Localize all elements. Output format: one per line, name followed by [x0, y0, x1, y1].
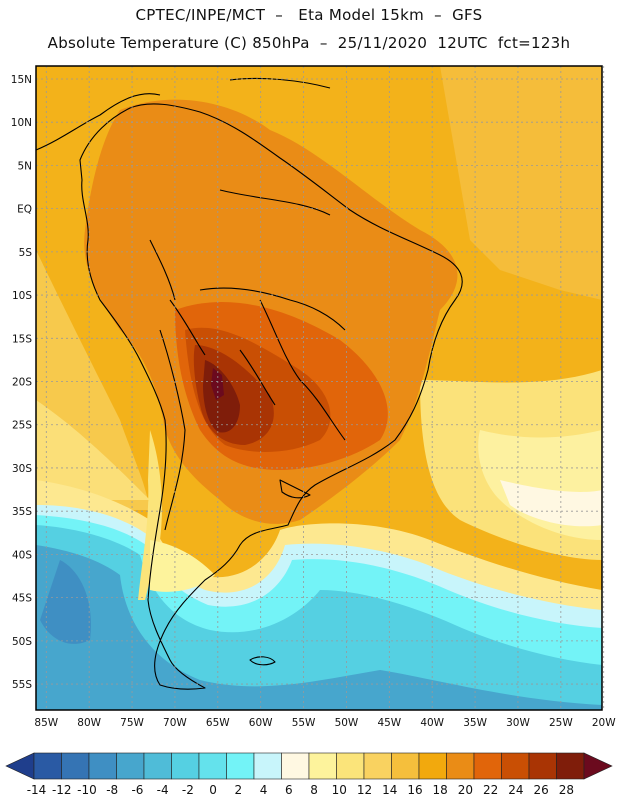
- colorbar-label: -4: [157, 783, 169, 797]
- map-gridlines: [36, 66, 605, 710]
- colorbar-segment: [226, 752, 255, 780]
- lat-label: 15N: [11, 74, 32, 86]
- lat-label: EQ: [17, 204, 32, 216]
- lon-label: 35W: [463, 717, 487, 729]
- colorbar-segment: [281, 752, 310, 780]
- field-land-extreme: [211, 368, 224, 400]
- colorbar-segment: [556, 752, 585, 780]
- colorbar-label: 16: [407, 783, 422, 797]
- colorbar-label: -2: [182, 783, 194, 797]
- field-pacific-lightyellow: [36, 400, 150, 500]
- chart-title-line-2: Absolute Temperature (C) 850hPa – 25/11/…: [47, 34, 571, 52]
- border-brazil: [169, 189, 346, 441]
- colorbar-segment: [418, 752, 447, 780]
- latitude-labels: 15N 10N 5N EQ 5S 10S 15S 20S 25S 30S 35S 40S 45S 50S 5…: [11, 74, 33, 691]
- lat-label: 30S: [12, 463, 32, 475]
- lon-label: 60W: [249, 717, 273, 729]
- lon-label: 70W: [163, 717, 187, 729]
- lat-label: 20S: [12, 377, 32, 389]
- lat-label: 10N: [11, 117, 32, 129]
- colorbar-label: 18: [433, 783, 448, 797]
- field-east-warm: [440, 66, 602, 300]
- colorbar-label: 26: [533, 783, 548, 797]
- colorbar-label: 24: [508, 783, 523, 797]
- colorbar-label: 6: [285, 783, 293, 797]
- colorbar-labels: -14 -12 -10 -8 -6 -4 -2 0 2 4 6 8 10 12 14 16 18 20 22 24 26…: [27, 783, 574, 797]
- colorbar-label: 0: [209, 783, 217, 797]
- colorbar-segment: [308, 752, 337, 780]
- lat-label: 35S: [12, 506, 32, 518]
- coastline-south-america: [79, 103, 463, 690]
- colorbar-label: 28: [559, 783, 574, 797]
- lon-label: 25W: [549, 717, 573, 729]
- lat-label: 25S: [12, 420, 32, 432]
- colorbar-label: 20: [458, 783, 473, 797]
- colorbar-min-arrow: [5, 752, 35, 780]
- field-south-blue: [36, 525, 602, 710]
- colorbar-segment: [336, 752, 365, 780]
- colorbar-segment: [528, 752, 557, 780]
- colorbar-label: -8: [106, 783, 118, 797]
- lat-label: 10S: [12, 290, 32, 302]
- falklands: [249, 656, 276, 666]
- border-andes: [149, 239, 186, 531]
- field-atlantic-cream: [500, 480, 602, 527]
- colorbar-segment: [61, 752, 90, 780]
- colorbar-segment: [88, 752, 117, 780]
- map-frame: [35, 65, 603, 711]
- colorbar: [5, 752, 613, 780]
- colorbar-label: 10: [332, 783, 347, 797]
- lat-label: 45S: [12, 593, 32, 605]
- lon-label: 45W: [377, 717, 401, 729]
- coastlines-and-borders: [35, 77, 463, 690]
- colorbar-label: -12: [52, 783, 72, 797]
- lat-label: 50S: [12, 636, 32, 648]
- field-andes-cool: [138, 430, 162, 600]
- lon-label: 40W: [420, 717, 444, 729]
- colorbar-max-arrow: [583, 752, 613, 780]
- lon-label: 50W: [335, 717, 359, 729]
- temperature-field: [36, 66, 602, 710]
- lon-label: 85W: [34, 717, 58, 729]
- colorbar-label: 22: [483, 783, 498, 797]
- colorbar-label: 8: [310, 783, 318, 797]
- colorbar-label: 12: [357, 783, 372, 797]
- chart-title-line-1: CPTEC/INPE/MCT – Eta Model 15km – GFS: [135, 6, 483, 24]
- colorbar-segment: [501, 752, 530, 780]
- lat-label: 55S: [12, 679, 32, 691]
- colorbar-label: 2: [235, 783, 243, 797]
- uruguay-rio-plata: [279, 479, 311, 499]
- colorbar-label: 4: [260, 783, 268, 797]
- lat-label: 5S: [19, 247, 33, 259]
- coast-caribbean: [35, 77, 331, 151]
- colorbar-segment: [198, 752, 227, 780]
- lon-label: 55W: [292, 717, 316, 729]
- colorbar-segment: [473, 752, 502, 780]
- field-patagonia: [150, 540, 215, 592]
- lon-label: 30W: [506, 717, 530, 729]
- colorbar-segment: [143, 752, 172, 780]
- colorbar-segment: [33, 752, 62, 780]
- colorbar-label: -10: [77, 783, 97, 797]
- lat-label: 15S: [12, 333, 32, 345]
- colorbar-segment: [171, 752, 200, 780]
- colorbar-label: -14: [27, 783, 47, 797]
- colorbar-segment: [391, 752, 420, 780]
- colorbar-segment: [116, 752, 145, 780]
- lat-label: 5N: [17, 160, 32, 172]
- lon-label: 20W: [592, 717, 616, 729]
- field-south-coldspot: [40, 560, 91, 644]
- lon-label: 65W: [206, 717, 230, 729]
- colorbar-label: -6: [131, 783, 143, 797]
- colorbar-label: 14: [382, 783, 397, 797]
- field-south-deeperblue: [36, 545, 602, 710]
- lat-label: 40S: [12, 549, 32, 561]
- colorbar-segment: [253, 752, 282, 780]
- colorbar-segment: [446, 752, 475, 780]
- colorbar-segment: [363, 752, 392, 780]
- lon-label: 75W: [120, 717, 144, 729]
- lon-label: 80W: [77, 717, 101, 729]
- longitude-labels: 85W 80W 75W 70W 65W 60W 55W 50W 45W 40W 35W 30W 25W 2…: [34, 717, 616, 729]
